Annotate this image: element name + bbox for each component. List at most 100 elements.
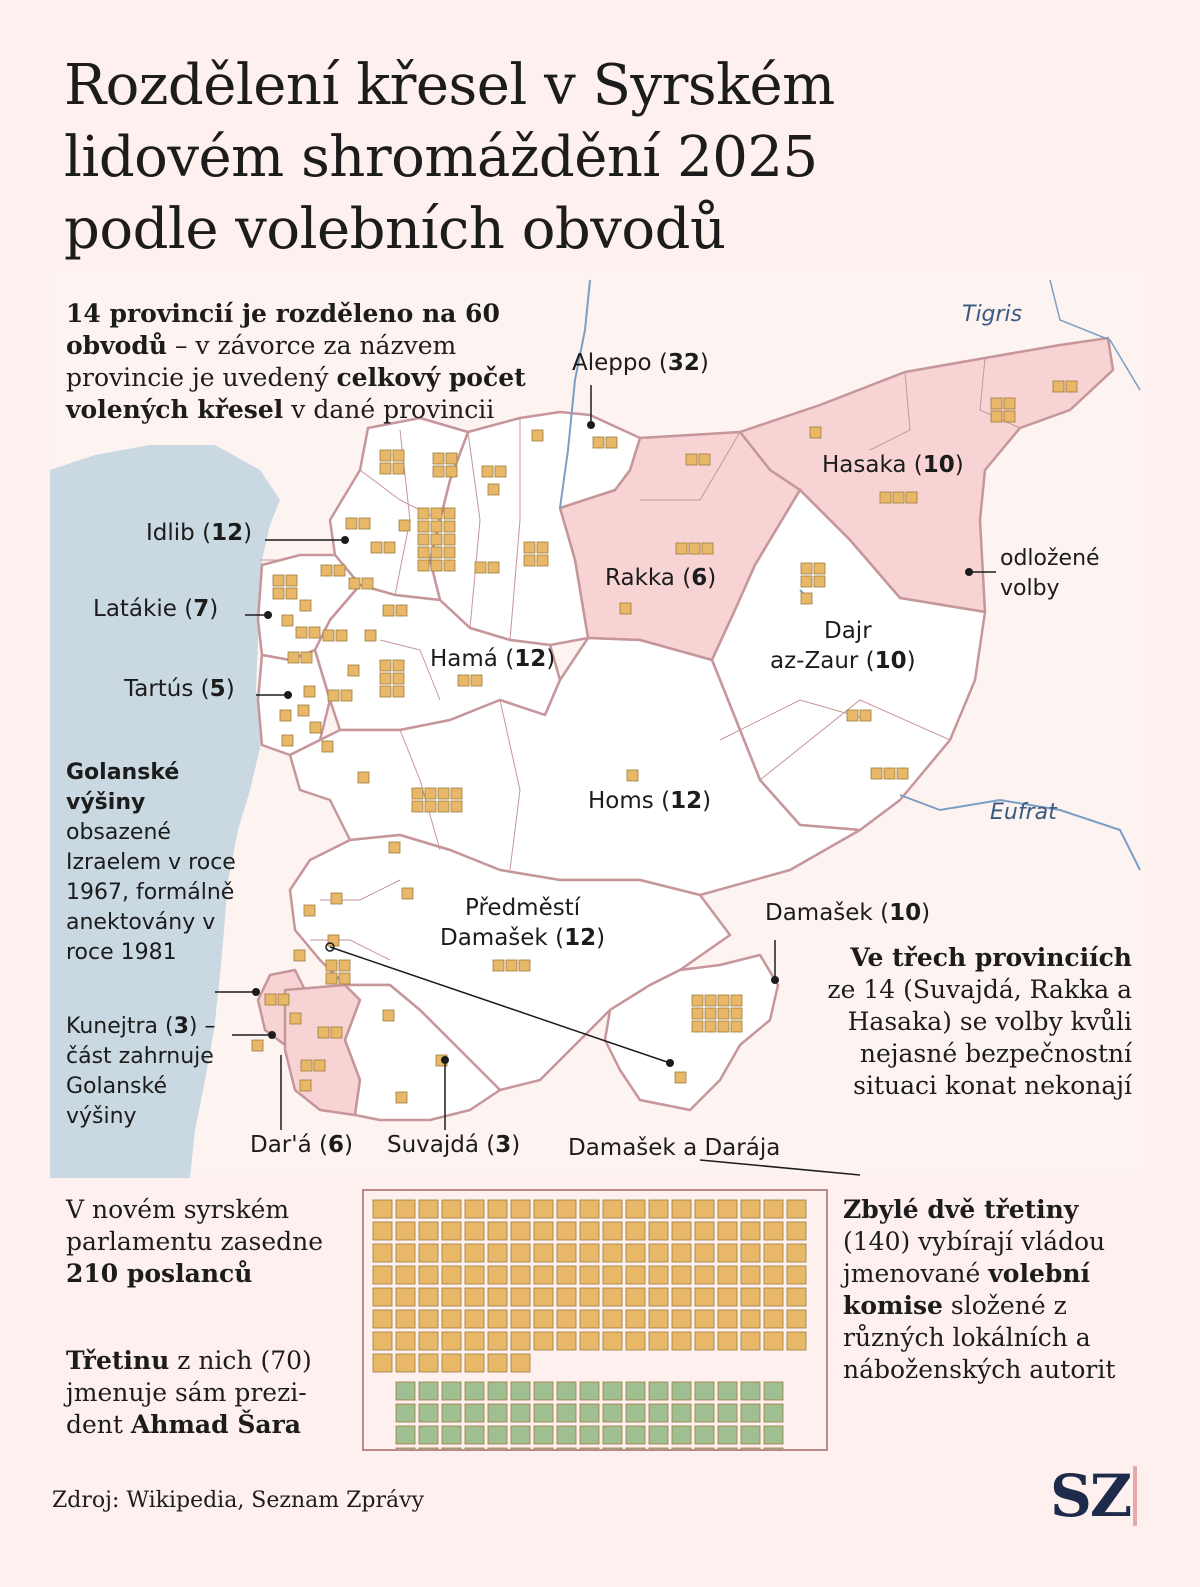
- commission-seat: [418, 1353, 439, 1373]
- seat-marker: [379, 672, 392, 685]
- commission-bold-1: Zbylé dvě třetiny: [843, 1195, 1079, 1224]
- president-seat: [740, 1403, 761, 1423]
- seat-marker: [361, 577, 374, 590]
- commission-text-2: složené z různých lokálních a náboženský…: [843, 1291, 1116, 1384]
- golan-text: obsazené Izraelem v roce 1967, formálně …: [66, 820, 236, 965]
- president-seat: [717, 1425, 738, 1445]
- commission-seat: [625, 1243, 646, 1263]
- seat-marker: [287, 651, 300, 664]
- label-hama: Hamá (12): [430, 646, 556, 672]
- commission-seat: [579, 1287, 600, 1307]
- source-text: Zdroj: Wikipedia, Seznam Zprávy: [52, 1488, 424, 1513]
- president-seat: [556, 1381, 577, 1401]
- intro-bold-1: 14 provincií je rozděleno na 60 obvodů: [66, 299, 500, 360]
- president-seat: [487, 1447, 508, 1467]
- commission-seat: [556, 1287, 577, 1307]
- seat-marker: [383, 541, 396, 554]
- president-seat: [648, 1403, 669, 1423]
- seat-marker: [297, 704, 310, 717]
- seat-marker: [325, 959, 338, 972]
- president-seat: [740, 1425, 761, 1445]
- commission-seat: [372, 1199, 393, 1219]
- seat-marker: [432, 452, 445, 465]
- president-seat: [625, 1381, 646, 1401]
- commission-seat: [556, 1331, 577, 1351]
- commission-seat: [625, 1309, 646, 1329]
- commission-seat: [740, 1265, 761, 1285]
- commission-seat: [648, 1331, 669, 1351]
- commission-seat: [533, 1199, 554, 1219]
- seat-marker: [345, 517, 358, 530]
- river-label-tigris: Tigris: [962, 302, 1023, 327]
- commission-seat: [648, 1199, 669, 1219]
- president-seat: [487, 1381, 508, 1401]
- commission-seat: [717, 1221, 738, 1241]
- commission-seat: [487, 1287, 508, 1307]
- page-title: Rozdělení křesel v Syrském lidovém shrom…: [64, 50, 1064, 266]
- commission-text-1: (140) vybírají vládou jmenované: [843, 1227, 1106, 1288]
- president-note: Třetinu z nich (70) jmenuje sám prezi- d…: [66, 1345, 366, 1441]
- commission-seat: [418, 1265, 439, 1285]
- president-seat: [556, 1447, 577, 1467]
- commission-seat: [487, 1199, 508, 1219]
- seat-marker: [531, 429, 544, 442]
- president-seat: [418, 1447, 439, 1467]
- label-homs: Homs (12): [588, 788, 712, 814]
- president-seat: [740, 1381, 761, 1401]
- commission-seat: [556, 1243, 577, 1263]
- commission-seat: [487, 1309, 508, 1329]
- seat-marker: [279, 709, 292, 722]
- golan-title: Golanské výšiny: [66, 760, 180, 815]
- label-damascus-rural-line1: Předměstí: [465, 895, 581, 921]
- seat-marker: [330, 892, 343, 905]
- commission-seat: [418, 1199, 439, 1219]
- president-seat: [579, 1425, 600, 1445]
- seat-marker: [701, 542, 714, 555]
- commission-seat: [694, 1199, 715, 1219]
- seat-marker: [523, 554, 536, 567]
- sz-logo: SZ: [1050, 1462, 1132, 1530]
- president-seat: [395, 1447, 416, 1467]
- commission-seat: [487, 1353, 508, 1373]
- commission-seat: [602, 1221, 623, 1241]
- commission-seat: [625, 1199, 646, 1219]
- river-label-eufrat: Eufrat: [990, 800, 1057, 825]
- seat-marker: [300, 651, 313, 664]
- seat-marker: [675, 542, 688, 555]
- seat-marker: [905, 491, 918, 504]
- seat-marker: [264, 993, 277, 1006]
- label-damascus-daraja: Damašek a Darája: [568, 1135, 781, 1161]
- commission-seat: [441, 1243, 462, 1263]
- seat-marker: [370, 541, 383, 554]
- commission-seat: [579, 1243, 600, 1263]
- commission-seat: [510, 1309, 531, 1329]
- commission-seat: [464, 1353, 485, 1373]
- commission-seat: [533, 1331, 554, 1351]
- seat-marker: [340, 689, 353, 702]
- parliament-text-1: V novém syrském parlamentu zasedne: [66, 1195, 324, 1256]
- president-seat: [533, 1403, 554, 1423]
- seat-marker: [379, 462, 392, 475]
- seat-marker: [1003, 397, 1016, 410]
- seat-marker: [445, 452, 458, 465]
- commission-seat: [763, 1199, 784, 1219]
- label-rakka: Rakka (6): [605, 565, 717, 591]
- label-idlib: Idlib (12): [146, 520, 253, 546]
- seat-marker: [251, 1039, 264, 1052]
- seat-marker: [379, 685, 392, 698]
- label-damascus: Damašek (10): [765, 900, 931, 926]
- commission-seat: [395, 1287, 416, 1307]
- mediterranean-sea: [50, 445, 280, 1178]
- president-seat: [625, 1425, 646, 1445]
- seat-marker: [883, 767, 896, 780]
- seat-marker: [626, 769, 639, 782]
- seat-marker: [424, 787, 437, 800]
- commission-seat: [418, 1287, 439, 1307]
- commission-seat: [602, 1331, 623, 1351]
- seat-marker: [717, 994, 730, 1007]
- seat-marker: [430, 507, 443, 520]
- seat-marker: [417, 546, 430, 559]
- president-seat: [602, 1447, 623, 1467]
- president-seat: [717, 1403, 738, 1423]
- seat-marker: [481, 465, 494, 478]
